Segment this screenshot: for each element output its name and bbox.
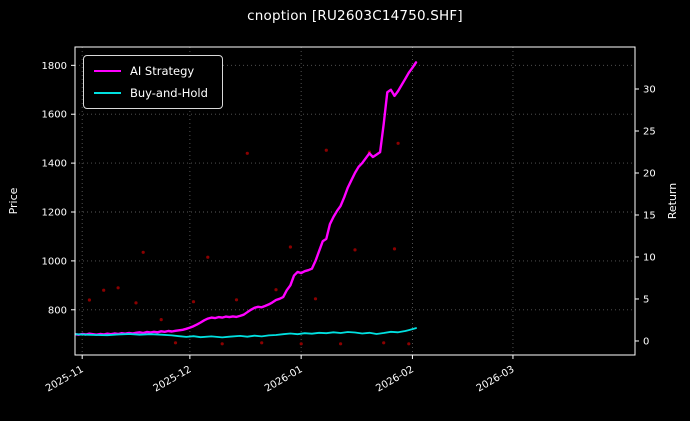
svg-text:30: 30 [643, 84, 656, 95]
svg-text:2026-01: 2026-01 [263, 364, 305, 394]
buy-and-hold-line-swatch [94, 92, 121, 94]
legend-item-ai-strategy: AI Strategy [94, 64, 208, 78]
svg-text:1600: 1600 [42, 110, 67, 121]
svg-text:1400: 1400 [42, 159, 67, 170]
svg-text:15: 15 [643, 210, 656, 221]
svg-text:10: 10 [643, 252, 656, 263]
svg-text:2025-11: 2025-11 [44, 364, 86, 394]
svg-text:0: 0 [643, 336, 649, 347]
svg-text:2026-02: 2026-02 [374, 364, 416, 394]
svg-text:2026-03: 2026-03 [475, 364, 517, 394]
y-axis-label-right: Return [666, 182, 679, 220]
svg-text:1800: 1800 [42, 61, 67, 72]
svg-text:20: 20 [643, 168, 656, 179]
chart-title: cnoption [RU2603C14750.SHF] [247, 8, 463, 24]
legend-label-buy-and-hold: Buy-and-Hold [130, 86, 208, 100]
svg-text:800: 800 [48, 305, 67, 316]
legend: AI Strategy Buy-and-Hold [83, 55, 223, 109]
svg-text:1200: 1200 [42, 208, 67, 219]
svg-text:2025-12: 2025-12 [152, 364, 194, 394]
svg-text:25: 25 [643, 126, 656, 137]
legend-item-buy-and-hold: Buy-and-Hold [94, 86, 208, 100]
ai-strategy-line-swatch [94, 69, 121, 73]
y-axis-label-left: Price [7, 187, 20, 215]
legend-label-ai-strategy: AI Strategy [130, 64, 195, 78]
svg-text:5: 5 [643, 294, 649, 305]
svg-text:1000: 1000 [42, 256, 67, 267]
